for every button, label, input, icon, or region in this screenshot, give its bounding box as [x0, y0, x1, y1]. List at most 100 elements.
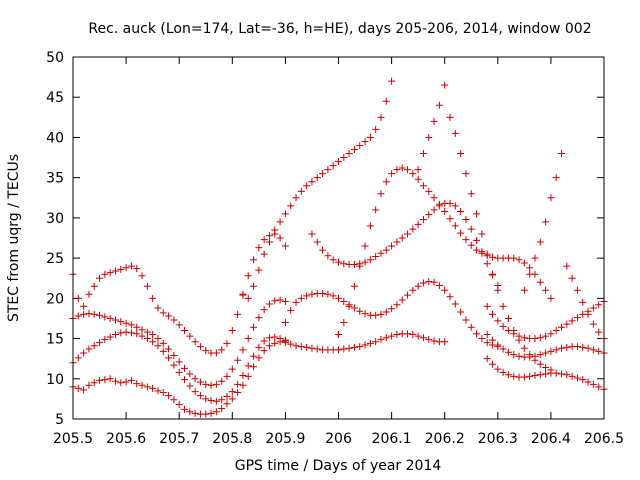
- data-point: [260, 337, 268, 345]
- data-point: [260, 306, 268, 314]
- data-point: [101, 270, 109, 278]
- data-point: [430, 278, 438, 286]
- data-point: [271, 226, 279, 234]
- data-point: [520, 286, 528, 294]
- data-point: [80, 302, 88, 310]
- data-point: [536, 278, 544, 286]
- data-point: [175, 401, 183, 409]
- data-point: [473, 246, 481, 254]
- data-point: [393, 238, 401, 246]
- data-point: [74, 294, 82, 302]
- data-point: [457, 308, 465, 316]
- data-point: [154, 304, 162, 312]
- data-point: [239, 372, 247, 380]
- data-point: [589, 346, 597, 354]
- data-point: [260, 250, 268, 258]
- x-tick-label: 206.1: [372, 431, 412, 447]
- data-point: [542, 364, 550, 372]
- x-axis-label: GPS time / Days of year 2014: [235, 458, 442, 474]
- data-point: [377, 310, 385, 318]
- data-point: [80, 349, 88, 357]
- data-point: [504, 371, 512, 379]
- data-point: [414, 166, 422, 174]
- data-point: [372, 206, 380, 214]
- data-point: [308, 344, 316, 352]
- data-point: [451, 300, 459, 308]
- data-point: [255, 354, 263, 362]
- data-point: [101, 313, 109, 321]
- data-point: [308, 290, 316, 298]
- data-point: [239, 290, 247, 298]
- data-point: [90, 282, 98, 290]
- x-tick-label: 206.5: [584, 431, 624, 447]
- data-point: [181, 364, 189, 372]
- data-point: [589, 304, 597, 312]
- data-point: [510, 351, 518, 359]
- data-point: [335, 158, 342, 166]
- data-point: [558, 150, 566, 158]
- data-point: [499, 368, 507, 376]
- data-point: [552, 346, 560, 354]
- data-point: [488, 310, 496, 318]
- data-point: [568, 274, 576, 282]
- data-point: [250, 352, 258, 360]
- data-point: [504, 348, 512, 356]
- data-point: [409, 286, 417, 294]
- data-point: [218, 405, 226, 413]
- data-point: [451, 222, 459, 230]
- x-tick-label: 205.8: [212, 431, 252, 447]
- data-point: [234, 380, 242, 388]
- data-point: [90, 310, 98, 318]
- y-axis-label: STEC from uqrg / TECUs: [6, 154, 22, 322]
- data-point: [462, 170, 470, 178]
- data-point: [186, 332, 194, 340]
- data-point: [308, 230, 316, 238]
- data-point: [366, 222, 374, 230]
- data-point: [589, 320, 597, 328]
- data-point: [281, 318, 289, 326]
- data-point: [303, 182, 311, 190]
- data-point: [276, 218, 284, 226]
- data-point: [382, 178, 390, 186]
- data-point: [287, 306, 295, 314]
- data-point: [467, 190, 475, 198]
- data-point: [340, 318, 348, 326]
- data-point: [276, 296, 284, 304]
- data-point: [414, 282, 422, 290]
- data-point: [393, 331, 401, 339]
- y-tick-label: 50: [46, 50, 64, 66]
- data-point: [483, 302, 491, 310]
- data-point: [297, 294, 305, 302]
- data-point: [165, 354, 173, 362]
- data-point: [531, 372, 539, 380]
- data-point: [350, 261, 358, 269]
- data-point: [287, 202, 295, 210]
- x-tick-label: 206.3: [478, 431, 518, 447]
- data-point: [250, 256, 258, 264]
- data-point: [101, 376, 109, 384]
- data-point: [324, 252, 332, 260]
- data-point: [265, 342, 273, 350]
- data-point: [547, 330, 555, 338]
- data-point: [573, 343, 581, 351]
- data-point: [515, 352, 523, 360]
- data-point: [542, 332, 550, 340]
- data-point: [96, 376, 104, 384]
- data-point: [547, 294, 555, 302]
- data-point: [159, 347, 167, 355]
- data-point: [547, 194, 555, 202]
- data-point: [106, 269, 114, 277]
- data-point: [435, 200, 443, 208]
- data-point: [366, 256, 374, 264]
- x-tick-label: 206.2: [425, 431, 465, 447]
- data-point: [165, 392, 173, 400]
- data-point: [101, 335, 109, 343]
- data-point: [170, 351, 178, 359]
- data-point: [398, 234, 406, 242]
- data-point: [356, 262, 364, 270]
- data-point: [404, 291, 412, 299]
- data-point: [80, 310, 88, 318]
- data-point: [520, 259, 528, 267]
- data-point: [202, 395, 210, 403]
- data-point: [96, 274, 104, 282]
